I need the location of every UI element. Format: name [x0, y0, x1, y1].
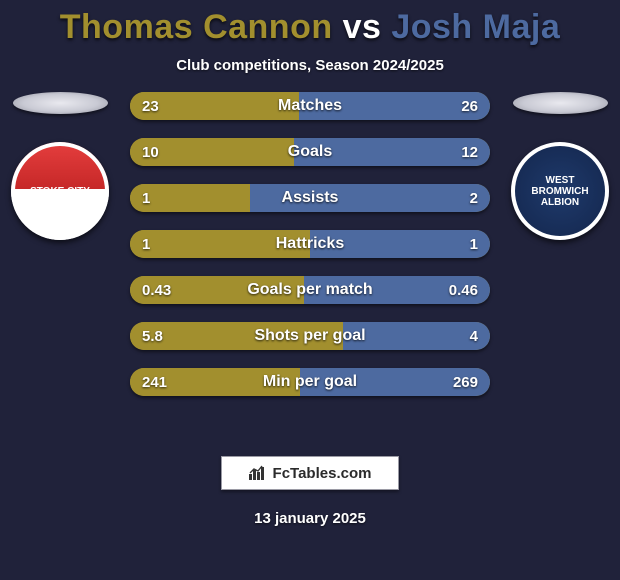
stat-bar: 0.430.46Goals per match	[130, 276, 490, 304]
chart-icon	[249, 465, 267, 481]
player1-club-badge: STOKE CITY	[11, 142, 109, 240]
subtitle: Club competitions, Season 2024/2025	[0, 57, 620, 74]
comparison-title: Thomas Cannon vs Josh Maja	[0, 0, 620, 47]
stat-bar: 241269Min per goal	[130, 368, 490, 396]
stat-label: Hattricks	[130, 230, 490, 258]
player1-name: Thomas Cannon	[60, 8, 333, 46]
source-logo: FcTables.com	[221, 456, 399, 490]
stat-bar: 1012Goals	[130, 138, 490, 166]
snapshot-date: 13 january 2025	[0, 510, 620, 527]
stat-bar: 11Hattricks	[130, 230, 490, 258]
stat-bar: 5.84Shots per goal	[130, 322, 490, 350]
player1-side: STOKE CITY	[0, 92, 120, 240]
stat-label: Goals	[130, 138, 490, 166]
player2-name: Josh Maja	[391, 8, 560, 46]
stat-label: Goals per match	[130, 276, 490, 304]
player2-club-badge: WEST BROMWICH ALBION	[511, 142, 609, 240]
player1-placeholder	[13, 92, 108, 114]
comparison-area: STOKE CITY WEST BROMWICH ALBION 2326Matc…	[0, 92, 620, 432]
stat-label: Shots per goal	[130, 322, 490, 350]
stat-label: Assists	[130, 184, 490, 212]
stat-label: Matches	[130, 92, 490, 120]
stat-bars: 2326Matches 1012Goals 12Assists 11Hattricks…	[130, 92, 490, 396]
player2-side: WEST BROMWICH ALBION	[500, 92, 620, 240]
stat-label: Min per goal	[130, 368, 490, 396]
player2-placeholder	[513, 92, 608, 114]
vs-separator: vs	[343, 8, 382, 46]
source-text: FcTables.com	[273, 465, 372, 482]
stat-bar: 12Assists	[130, 184, 490, 212]
stat-bar: 2326Matches	[130, 92, 490, 120]
